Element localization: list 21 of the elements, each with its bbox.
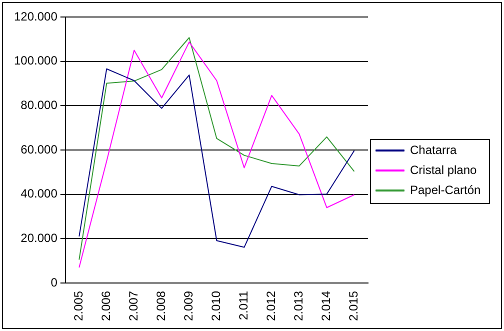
x-tick-label: 2.007 — [126, 290, 140, 321]
legend-label: Cristal plano — [410, 162, 478, 177]
legend-label: Chatarra — [410, 142, 458, 157]
y-tick-label: 80.000 — [20, 98, 58, 112]
x-tick-label: 2.010 — [209, 290, 223, 321]
y-tick-label: 100.000 — [14, 54, 58, 68]
x-tick-label: 2.015 — [346, 290, 361, 321]
x-tick-label: 2.006 — [98, 290, 113, 321]
x-tick-label: 2.011 — [236, 290, 251, 320]
x-tick-label: 2.009 — [181, 290, 196, 321]
y-tick-label: 60.000 — [20, 142, 58, 156]
legend-label: Papel-Cartón — [410, 182, 481, 197]
y-tick-label: 40.000 — [20, 186, 58, 201]
x-tick-label: 2.013 — [292, 290, 306, 321]
x-tick-label: 2.014 — [319, 290, 334, 321]
x-tick-label: 2.005 — [71, 290, 86, 321]
y-tick-label: 0 — [50, 275, 58, 290]
y-tick-label: 120.000 — [14, 9, 58, 24]
x-tick-label: 2.008 — [154, 290, 168, 321]
y-tick-label: 20.000 — [20, 230, 58, 245]
x-tick-label: 2.012 — [264, 290, 278, 321]
